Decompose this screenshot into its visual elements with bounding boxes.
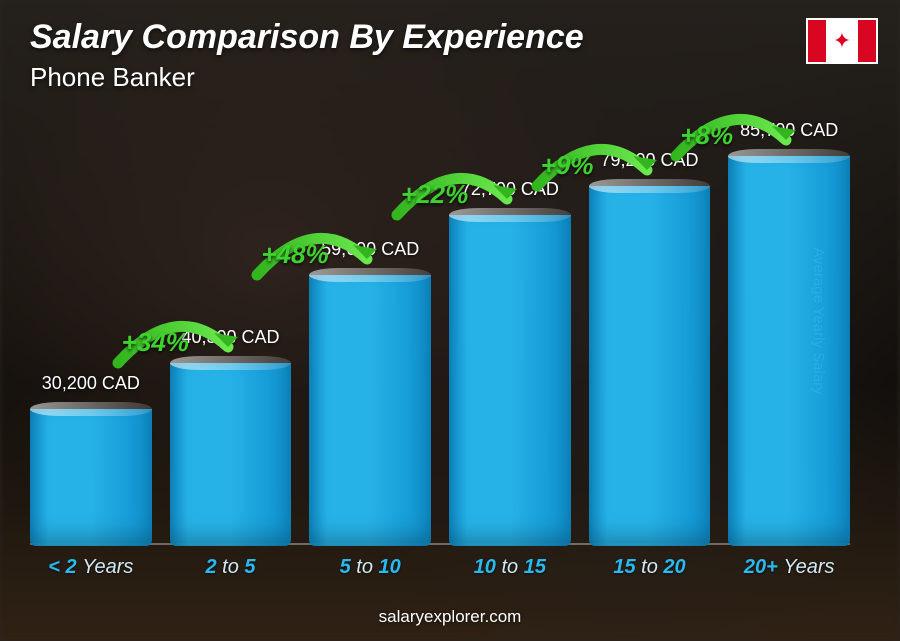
bar-value-label: 79,200 CAD bbox=[600, 150, 698, 171]
bar-group: +9% 79,200 CAD 15 to 20 bbox=[589, 150, 711, 579]
bar bbox=[728, 149, 850, 546]
pct-increase-badge: +8% bbox=[680, 120, 733, 151]
bar bbox=[589, 179, 711, 546]
pct-text: +22% bbox=[401, 179, 468, 210]
pct-increase-badge: +34% bbox=[122, 327, 189, 358]
bar-category-label: 5 to 10 bbox=[340, 556, 401, 579]
bar-category-label: 20+ Years bbox=[744, 556, 835, 579]
bar-group: +34% 40,300 CAD 2 to 5 bbox=[170, 327, 292, 579]
bar bbox=[449, 208, 571, 546]
bar-value-label: 72,700 CAD bbox=[461, 179, 559, 200]
pct-increase-badge: +9% bbox=[541, 150, 594, 181]
pct-increase-badge: +48% bbox=[261, 239, 328, 270]
bar-group: +22% 72,700 CAD 10 to 15 bbox=[449, 179, 571, 579]
bar-category-label: 15 to 20 bbox=[613, 556, 685, 579]
bar-value-label: 40,300 CAD bbox=[181, 327, 279, 348]
maple-leaf-icon: ✦ bbox=[833, 30, 851, 52]
bar bbox=[309, 268, 431, 546]
bar-chart: 30,200 CAD < 2 Years +34% bbox=[30, 110, 850, 579]
pct-text: +48% bbox=[261, 239, 328, 270]
bar-group: +48% 59,600 CAD 5 to 10 bbox=[309, 239, 431, 579]
bar-value-label: 59,600 CAD bbox=[321, 239, 419, 260]
bar-category-label: < 2 Years bbox=[48, 556, 133, 579]
bar-group: 30,200 CAD < 2 Years bbox=[30, 373, 152, 579]
bar-category-label: 2 to 5 bbox=[205, 556, 255, 579]
chart-overlay: Salary Comparison By Experience Phone Ba… bbox=[0, 0, 900, 641]
pct-increase-badge: +22% bbox=[401, 179, 468, 210]
pct-text: +34% bbox=[122, 327, 189, 358]
bar bbox=[170, 356, 292, 546]
footer-credit: salaryexplorer.com bbox=[0, 607, 900, 627]
chart-title: Salary Comparison By Experience bbox=[30, 18, 584, 57]
bar-group: +8% 85,700 CAD 20+ Years bbox=[728, 120, 850, 579]
country-flag-canada: ✦ bbox=[806, 18, 878, 64]
bar-value-label: 85,700 CAD bbox=[740, 120, 838, 141]
pct-text: +9% bbox=[541, 150, 594, 181]
bar-value-label: 30,200 CAD bbox=[42, 373, 140, 394]
chart-subtitle: Phone Banker bbox=[30, 62, 195, 93]
bar-category-label: 10 to 15 bbox=[474, 556, 546, 579]
pct-text: +8% bbox=[680, 120, 733, 151]
bar bbox=[30, 402, 152, 546]
